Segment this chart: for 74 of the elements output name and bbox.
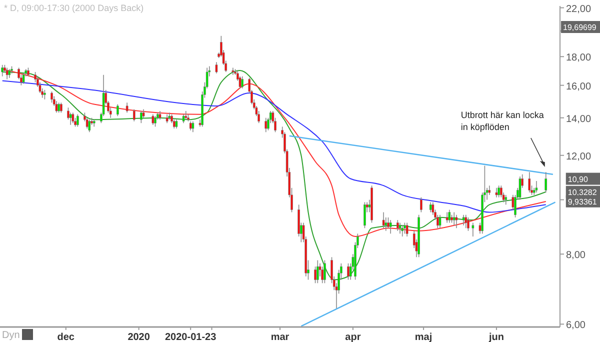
candlestick xyxy=(316,260,319,284)
candlestick xyxy=(22,73,25,84)
annotation: 10,3282 xyxy=(568,188,598,197)
annotation: 10,90 xyxy=(568,174,588,184)
candlestick xyxy=(116,104,119,116)
y-tick-label: 12,00 xyxy=(566,151,592,162)
annotation: Utbrott här kan locka in köpflöden xyxy=(460,110,544,132)
candlestick xyxy=(6,67,8,80)
x-tick-label: apr xyxy=(345,332,361,342)
candlestick xyxy=(396,220,399,232)
candlestick xyxy=(420,196,422,213)
candlestick xyxy=(44,90,46,100)
candlestick xyxy=(1,64,4,77)
candlestick xyxy=(528,172,531,193)
candlestick xyxy=(88,119,91,133)
candlestick xyxy=(126,102,128,114)
candlestick xyxy=(462,214,465,226)
candlestick xyxy=(535,180,538,193)
candlestick xyxy=(464,214,468,229)
candlestick xyxy=(192,120,194,133)
x-tick-label: maj xyxy=(414,332,432,342)
candlestick xyxy=(152,114,154,126)
candlestick xyxy=(168,112,171,120)
candlestick xyxy=(389,220,392,234)
text: 19,69699 xyxy=(563,23,597,32)
candlestick xyxy=(324,260,326,284)
candlestick xyxy=(544,172,548,193)
candlestick xyxy=(467,217,470,232)
x-tick-label: 2020 xyxy=(128,332,150,342)
candlestick xyxy=(34,72,36,83)
candlestick xyxy=(518,176,522,200)
candlestick xyxy=(184,110,188,120)
candlestick xyxy=(347,263,350,280)
y-tick-label: 18,00 xyxy=(566,52,592,64)
y-tick-label: 22,00 xyxy=(566,4,592,15)
y-tick-label: 14,00 xyxy=(566,114,592,125)
text: Dyn xyxy=(2,330,20,341)
candlestick xyxy=(498,185,500,198)
candlestick xyxy=(438,214,442,229)
x-tick-label: jun xyxy=(488,332,504,342)
x-tick-label: 2020-01-23 xyxy=(165,332,217,342)
candlestick xyxy=(500,185,502,198)
candlestick xyxy=(154,116,156,128)
candlestick xyxy=(495,187,498,198)
candlestick xyxy=(472,222,474,237)
line-series xyxy=(2,80,546,213)
candlestick xyxy=(406,222,408,237)
candlestick xyxy=(452,212,456,226)
chart-title: * D, 09:00-17:30 (2000 Days Back) xyxy=(4,3,144,13)
annotation: 9,93361 xyxy=(568,197,598,206)
candlestick xyxy=(404,222,406,234)
candlestick xyxy=(60,102,62,114)
candlestick xyxy=(58,102,60,114)
candlestick xyxy=(448,209,451,224)
candlestick xyxy=(398,222,402,234)
candlestick xyxy=(446,212,448,224)
candlestick xyxy=(401,225,404,237)
x-tick-label: mar xyxy=(270,332,290,342)
candlestick xyxy=(264,117,268,133)
candlestick xyxy=(132,108,136,122)
candlestick xyxy=(76,114,79,128)
candlestick xyxy=(455,214,458,229)
y-tick-label: 8,00 xyxy=(566,250,586,262)
candlestick xyxy=(429,202,432,213)
candlestick xyxy=(364,202,366,229)
candlestick xyxy=(382,212,385,229)
candlestick xyxy=(504,194,508,206)
y-tick-label: 6,00 xyxy=(566,320,586,332)
candlestick xyxy=(72,112,74,124)
candlestick xyxy=(140,110,142,124)
candlestick xyxy=(215,62,218,74)
y-tick-label: 16,00 xyxy=(566,81,592,92)
x-tick-label: dec xyxy=(57,332,75,342)
candlestick xyxy=(50,91,53,104)
